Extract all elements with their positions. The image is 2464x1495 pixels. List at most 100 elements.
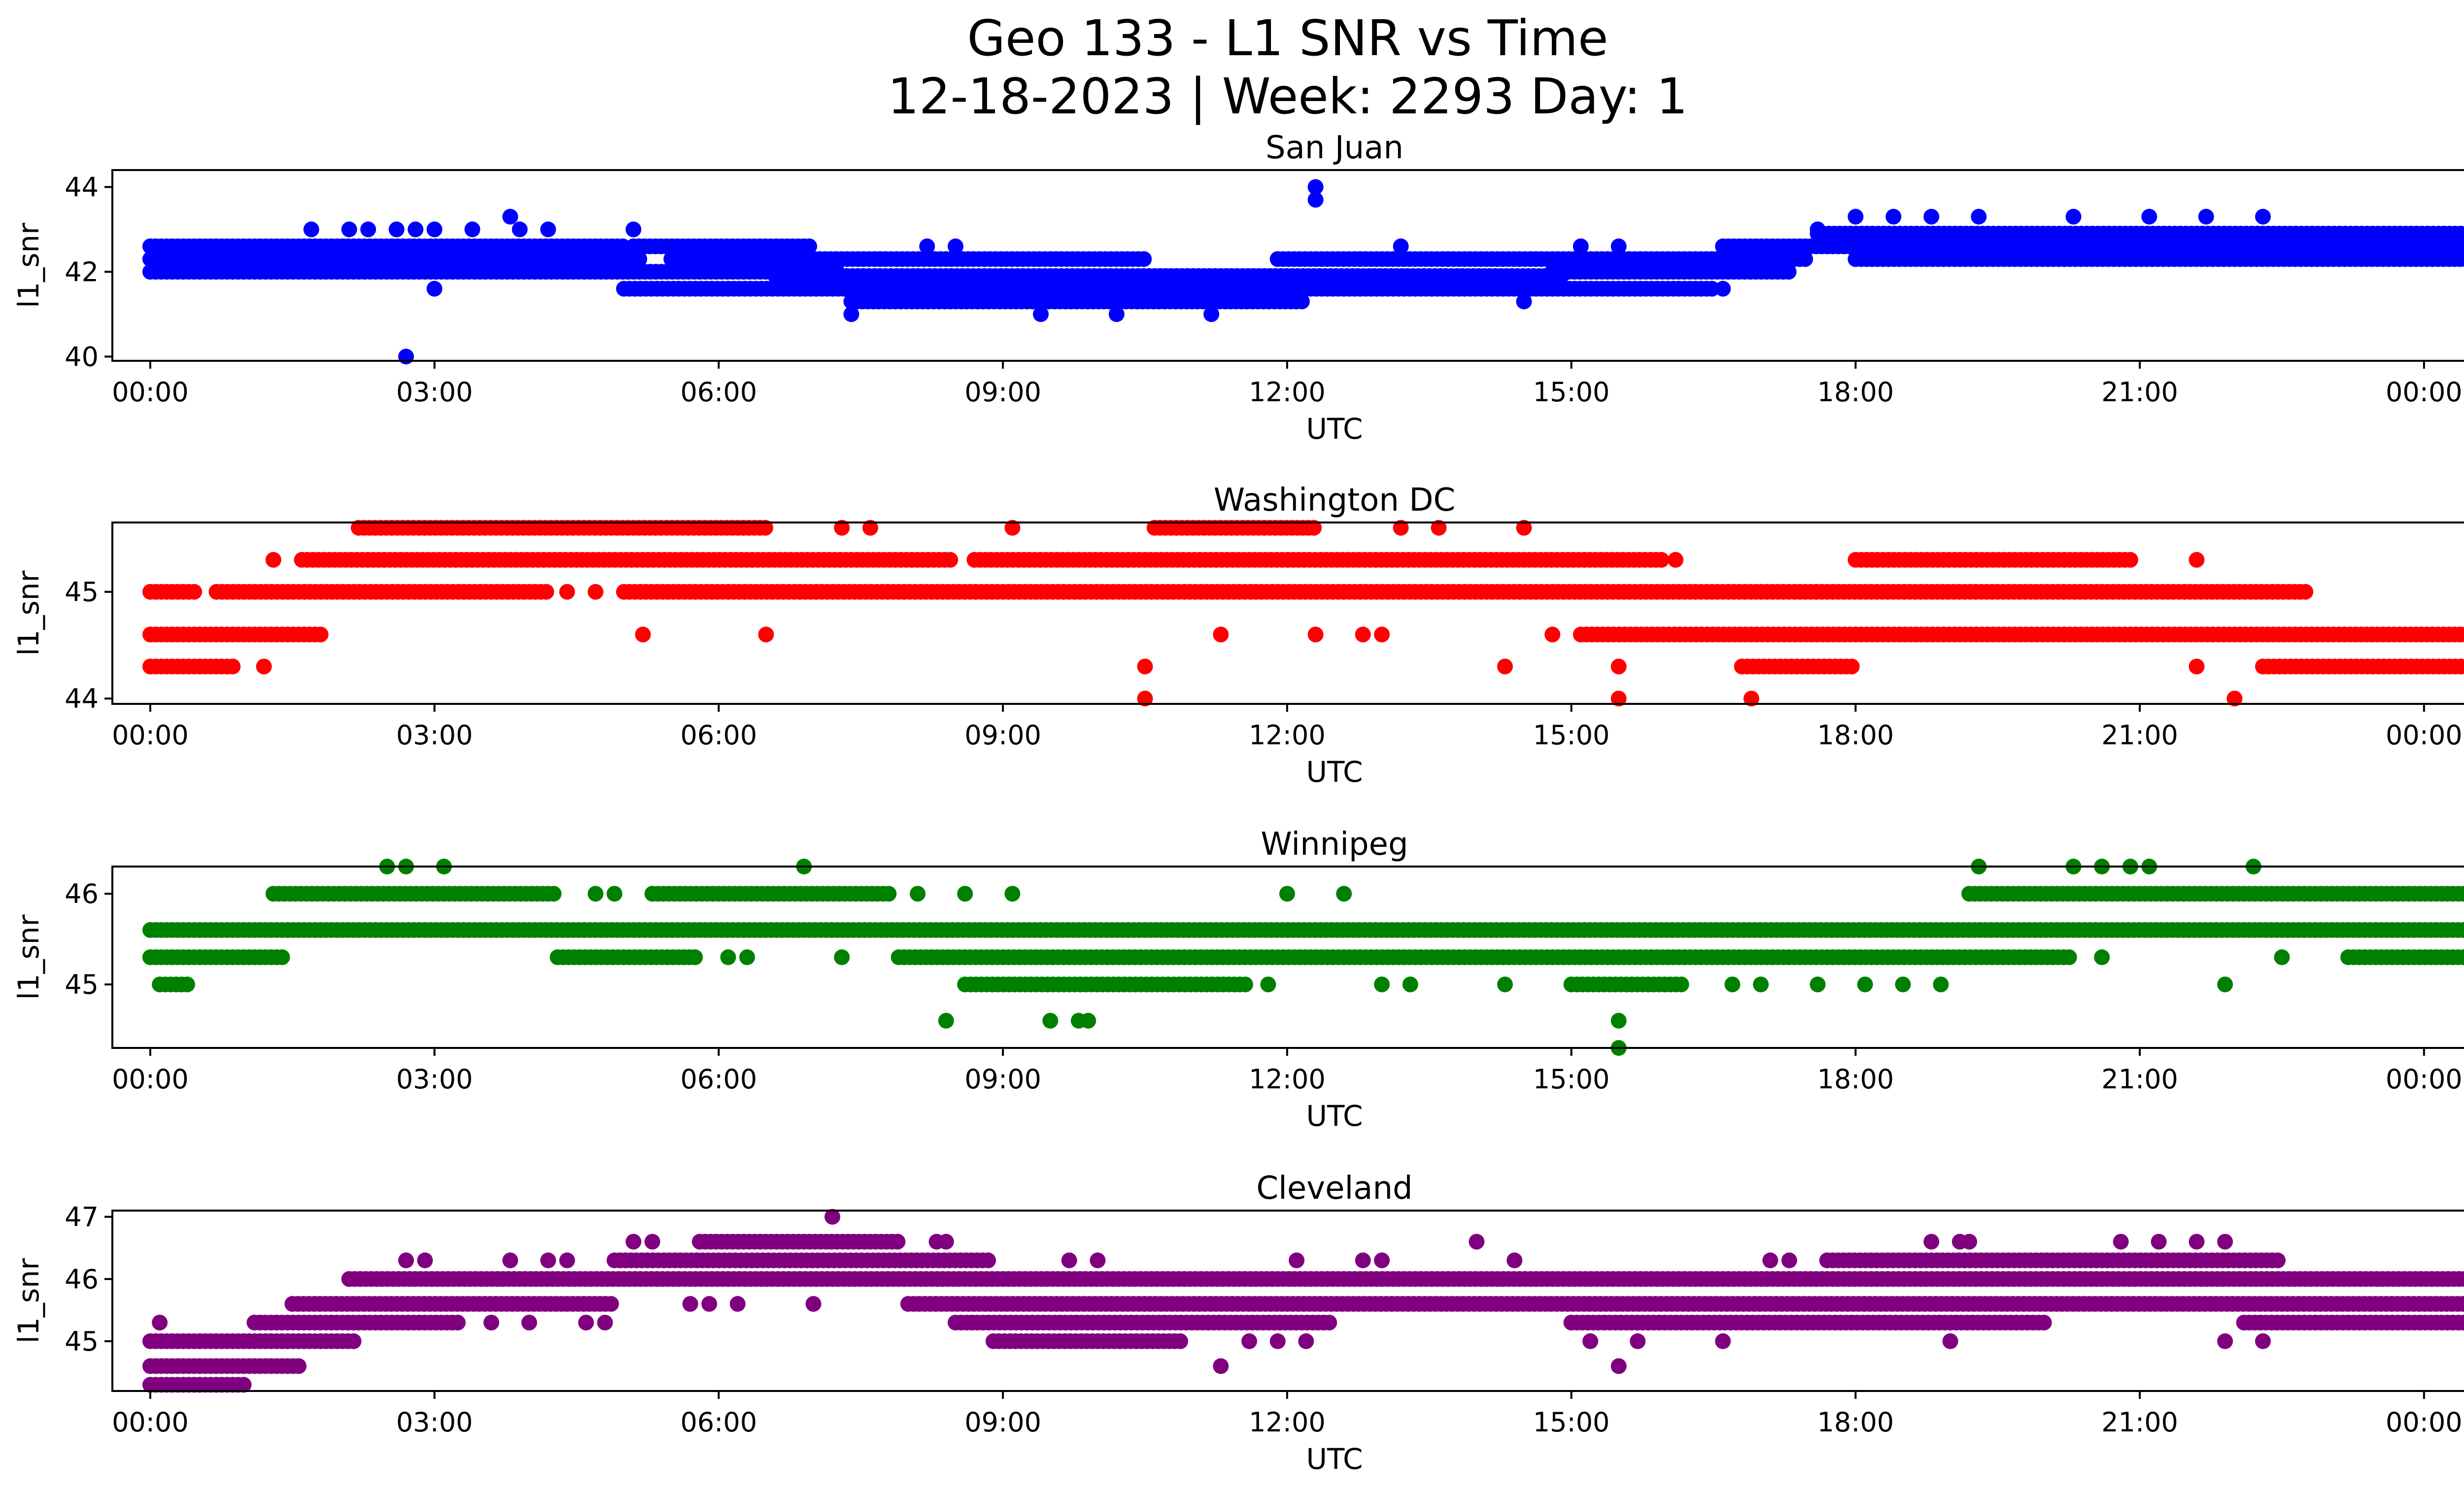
data-point bbox=[2217, 1234, 2233, 1250]
x-tick-label: 21:00 bbox=[2101, 720, 2178, 751]
data-point bbox=[1780, 264, 1797, 280]
data-point bbox=[1630, 1333, 1646, 1349]
data-point bbox=[1923, 1234, 1940, 1250]
data-point bbox=[2094, 949, 2110, 965]
data-point bbox=[2151, 1234, 2167, 1250]
data-point bbox=[948, 238, 963, 254]
data-point bbox=[957, 886, 973, 902]
data-point bbox=[1753, 976, 1769, 993]
data-point bbox=[1895, 976, 1911, 993]
data-point bbox=[739, 949, 755, 965]
data-point bbox=[1137, 659, 1153, 675]
data-point bbox=[942, 552, 958, 568]
data-point bbox=[635, 626, 651, 643]
data-point bbox=[1061, 1252, 1077, 1268]
data-point bbox=[1544, 626, 1561, 643]
data-point bbox=[2255, 209, 2271, 225]
data-point bbox=[1610, 238, 1627, 254]
data-point bbox=[625, 221, 642, 238]
data-point bbox=[152, 1315, 168, 1331]
data-point bbox=[1431, 520, 1447, 536]
data-point bbox=[1080, 1012, 1096, 1029]
data-point bbox=[2036, 1315, 2052, 1331]
data-point bbox=[291, 1358, 307, 1374]
data-point bbox=[843, 306, 859, 322]
x-tick-label: 12:00 bbox=[1249, 1064, 1326, 1095]
data-point bbox=[1506, 1252, 1523, 1268]
data-point bbox=[1108, 306, 1125, 322]
data-point bbox=[1213, 626, 1229, 643]
data-point bbox=[540, 221, 556, 238]
scatter-points bbox=[142, 859, 2464, 1056]
data-point bbox=[720, 949, 736, 965]
x-axis-label: UTC bbox=[1306, 755, 1363, 789]
data-point bbox=[1610, 1012, 1627, 1029]
data-point bbox=[417, 1252, 433, 1268]
subplot-title: Washington DC bbox=[1214, 482, 1455, 519]
plot-frame bbox=[111, 1210, 2464, 1392]
data-point bbox=[2461, 924, 2464, 936]
x-tick-label: 09:00 bbox=[964, 377, 1041, 408]
data-point bbox=[597, 1315, 613, 1331]
data-point bbox=[1885, 209, 1902, 225]
data-point bbox=[1289, 1252, 1305, 1268]
data-point bbox=[1516, 520, 1532, 536]
data-point bbox=[644, 1234, 660, 1250]
data-point bbox=[1307, 626, 1324, 643]
data-point bbox=[464, 221, 480, 238]
data-point bbox=[1781, 1252, 1797, 1268]
data-point bbox=[502, 209, 518, 225]
data-point bbox=[559, 1252, 575, 1268]
data-point bbox=[1610, 1358, 1627, 1374]
data-point bbox=[2456, 922, 2464, 938]
y-axis-label: l1_snr bbox=[12, 570, 45, 656]
data-point bbox=[1004, 520, 1021, 536]
data-point bbox=[2461, 951, 2464, 964]
data-point bbox=[559, 584, 575, 600]
data-point bbox=[1582, 1333, 1599, 1349]
data-point bbox=[1294, 293, 1310, 310]
x-tick-label: 12:00 bbox=[1249, 720, 1326, 751]
data-point bbox=[801, 238, 818, 254]
data-point bbox=[1668, 552, 1684, 568]
x-tick-label: 00:00 bbox=[112, 1064, 189, 1095]
x-tick-label: 21:00 bbox=[2101, 1064, 2178, 1095]
data-point bbox=[2122, 552, 2138, 568]
data-point bbox=[2065, 209, 2082, 225]
data-point bbox=[186, 584, 203, 600]
x-tick-label: 00:00 bbox=[112, 377, 189, 408]
x-tick-label: 00:00 bbox=[2386, 720, 2463, 751]
subplot-title: San Juan bbox=[1266, 130, 1403, 166]
x-axis-label: UTC bbox=[1306, 412, 1363, 446]
data-point bbox=[1203, 306, 1220, 322]
data-point bbox=[345, 1333, 362, 1349]
data-point bbox=[625, 1234, 642, 1250]
y-tick-label: 45 bbox=[65, 577, 99, 608]
y-tick-label: 46 bbox=[65, 878, 99, 909]
x-tick-label: 18:00 bbox=[1817, 720, 1894, 751]
data-point bbox=[2458, 659, 2464, 674]
data-point bbox=[1042, 1012, 1059, 1029]
x-tick-label: 00:00 bbox=[2386, 1064, 2463, 1095]
data-point bbox=[449, 1315, 466, 1331]
data-point bbox=[1136, 251, 1152, 267]
x-tick-label: 09:00 bbox=[964, 720, 1041, 751]
data-point bbox=[824, 1209, 841, 1225]
data-point bbox=[312, 626, 329, 643]
data-point bbox=[1942, 1333, 1958, 1349]
data-point bbox=[1241, 1333, 1257, 1349]
data-point bbox=[1306, 520, 1322, 536]
data-point bbox=[2457, 238, 2464, 254]
data-point bbox=[2217, 976, 2233, 993]
data-point bbox=[1516, 293, 1532, 310]
data-point bbox=[2189, 659, 2205, 675]
data-point bbox=[2198, 209, 2214, 225]
data-point bbox=[1279, 886, 1295, 902]
data-point bbox=[265, 552, 281, 568]
data-point bbox=[2141, 209, 2157, 225]
data-point bbox=[606, 886, 622, 902]
data-point bbox=[1762, 1252, 1779, 1268]
data-point bbox=[729, 1296, 746, 1312]
data-point bbox=[1355, 626, 1371, 643]
